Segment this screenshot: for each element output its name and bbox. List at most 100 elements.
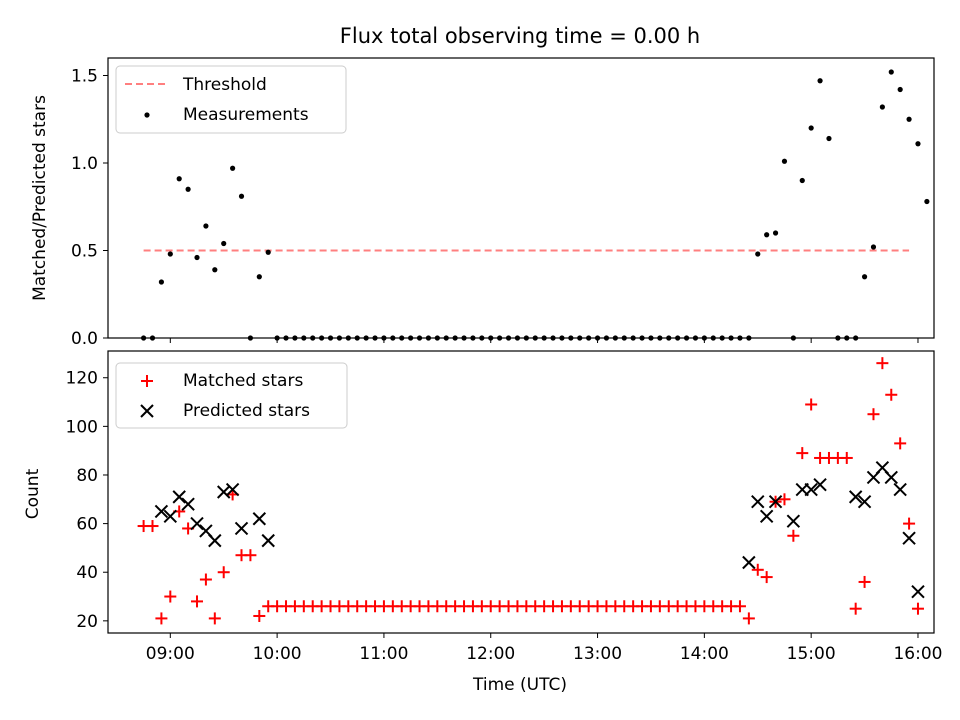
matched-star-point — [199, 573, 212, 586]
top-axes-frame — [107, 57, 935, 339]
measurement-point — [772, 230, 779, 236]
measurement-point — [194, 254, 200, 261]
matched-star-point — [867, 408, 880, 421]
bottom-data-layer — [137, 357, 925, 625]
predicted-star-point — [252, 512, 267, 526]
predicted-star-point — [902, 531, 916, 545]
bottom-panel: 09:00 10:00 11:00 12:00 13:00 14:00 15:00 16:00… — [23, 350, 942, 695]
measurement-point — [799, 177, 805, 184]
measurement-point — [755, 251, 761, 257]
matched-star-point — [805, 398, 818, 411]
matched-star-point — [146, 520, 159, 533]
matched-star-point — [760, 571, 773, 584]
measurement-point — [781, 158, 788, 164]
bottom-x-tick-label: 16:00 — [893, 644, 942, 664]
predicted-star-point — [217, 485, 231, 499]
matched-star-point — [778, 493, 791, 506]
predicted-star-point — [893, 482, 907, 497]
matched-star-point — [787, 529, 800, 542]
predicted-star-point — [181, 497, 195, 511]
top-y-tick-label: 1.5 — [71, 67, 98, 87]
measurement-point — [870, 244, 877, 250]
matched-star-point — [876, 357, 889, 370]
top-panel: 0.0 0.5 1.0 1.5 Matched/Predicted stars Thr… — [30, 57, 935, 349]
threshold-legend-label: Threshold — [182, 75, 267, 95]
measurement-point — [915, 141, 921, 147]
predicted-star-point — [911, 584, 925, 599]
predicted-star-point — [225, 482, 240, 497]
measurement-point — [764, 232, 770, 238]
matched-star-point — [217, 566, 230, 579]
matched-star-point — [885, 388, 898, 401]
bottom-x-tick-label: 14:00 — [680, 644, 729, 664]
top-legend-box — [115, 65, 347, 134]
matched-star-point — [208, 612, 221, 625]
matched-legend-swatch — [141, 375, 153, 387]
predicted-star-point — [172, 490, 186, 504]
measurement-point — [167, 251, 173, 257]
bottom-y-tick-label: 60 — [76, 515, 98, 535]
top-y-tick-label: 0.5 — [71, 242, 98, 262]
bottom-y-tick-label: 20 — [76, 612, 98, 632]
bottom-y-tick-label: 100 — [66, 417, 98, 437]
matched-star-point — [911, 602, 924, 615]
measurement-point — [185, 186, 191, 192]
measurement-point — [212, 267, 218, 273]
bottom-y-tick-label: 40 — [76, 563, 98, 583]
matched-star-point — [796, 447, 809, 460]
measurement-point — [221, 240, 227, 247]
predicted-legend-label: Predicted stars — [183, 401, 310, 421]
bottom-x-tick-label: 09:00 — [146, 644, 195, 664]
matched-star-point — [894, 437, 907, 450]
matched-star-point — [742, 612, 755, 625]
top-y-tick-label: 0.0 — [71, 329, 98, 349]
measurement-point — [924, 198, 930, 205]
top-y-tick-label: 1.0 — [71, 154, 98, 174]
predicted-star-point — [759, 509, 774, 524]
bottom-x-tick-label: 11:00 — [359, 644, 408, 664]
measurement-point — [265, 249, 271, 255]
top-data-layer — [141, 69, 930, 341]
bottom-x-tick-label: 13:00 — [573, 644, 622, 664]
predicted-star-point — [261, 533, 275, 548]
measurement-point — [808, 125, 814, 131]
bottom-legend-box — [115, 362, 348, 429]
chart-title: Flux total observing time = 0.00 h — [340, 24, 700, 48]
predicted-star-point — [857, 495, 872, 509]
x-axis-label: Time (UTC) — [472, 675, 567, 695]
predicted-star-point — [163, 509, 178, 524]
matched-star-point — [155, 612, 168, 625]
measurement-point — [817, 78, 823, 84]
predicted-star-point — [190, 516, 204, 531]
predicted-star-point — [786, 514, 801, 528]
predicted-star-point — [234, 521, 249, 536]
matched-star-point — [751, 563, 764, 576]
predicted-star-point — [884, 470, 898, 485]
bottom-axes-frame — [107, 350, 935, 634]
predicted-star-point — [742, 555, 756, 570]
measurement-point — [203, 223, 209, 229]
matched-star-point — [840, 451, 853, 464]
top-y-axis-label: Matched/Predicted stars — [30, 95, 50, 301]
measurement-point — [176, 176, 182, 182]
matched-star-point — [903, 517, 916, 530]
matched-star-point — [164, 590, 177, 603]
bottom-legend: Matched stars Predicted stars — [115, 362, 348, 429]
matched-star-point — [733, 600, 746, 613]
matched-star-point — [191, 595, 204, 608]
predicted-star-point — [848, 490, 863, 504]
bottom-x-tick-label: 15:00 — [787, 644, 836, 664]
bottom-x-tick-label: 12:00 — [466, 644, 515, 664]
predicted-star-point — [154, 504, 169, 519]
matched-star-point — [849, 602, 862, 615]
matched-star-point — [244, 549, 257, 562]
measurement-point — [897, 86, 903, 93]
measurements-legend-label: Measurements — [183, 105, 309, 125]
measurement-point — [888, 69, 894, 75]
matched-legend-label: Matched stars — [183, 371, 303, 391]
predicted-legend-swatch — [140, 404, 154, 418]
measurement-point — [238, 193, 245, 199]
measurement-point — [826, 135, 832, 142]
bottom-y-tick-label: 120 — [66, 369, 98, 389]
bottom-y-tick-label: 80 — [76, 466, 98, 486]
